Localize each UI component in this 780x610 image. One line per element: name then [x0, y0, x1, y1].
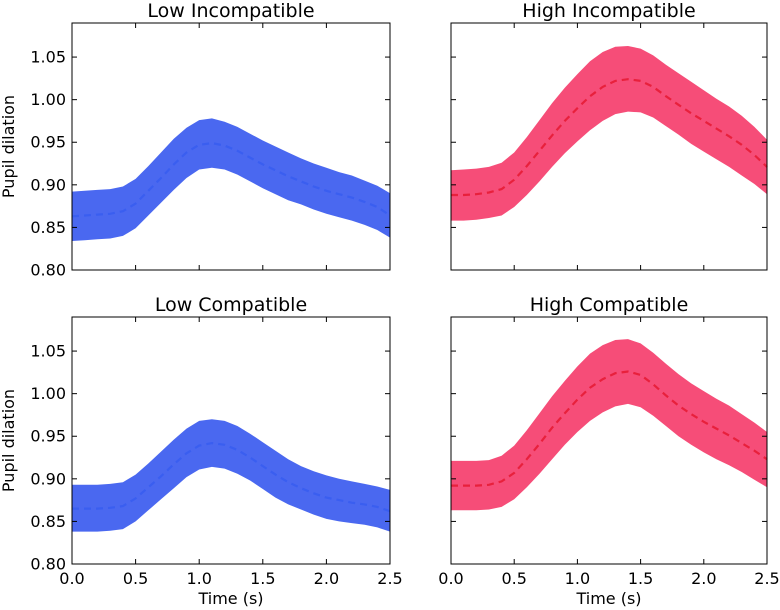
subplot-2: High Incompatible	[450, 0, 768, 271]
y-tick-label: 0.85	[30, 512, 66, 531]
x-tick-label: 2.0	[314, 569, 339, 588]
x-tick-label: 2.5	[377, 569, 402, 588]
x-tick-label: 1.0	[186, 569, 211, 588]
plot-frame	[450, 316, 768, 565]
y-tick-label: 1.00	[30, 90, 66, 109]
y-tick-label: 0.90	[30, 175, 66, 194]
x-tick-label: 2.5	[754, 569, 779, 588]
x-tick-label: 1.0	[565, 569, 590, 588]
x-axis-label: Time (s)	[197, 589, 263, 608]
y-tick-label: 0.95	[30, 427, 66, 446]
confidence-band	[72, 419, 390, 532]
y-tick-label: 0.95	[30, 133, 66, 152]
x-tick-label: 0.0	[59, 569, 84, 588]
mean-line	[451, 78, 768, 197]
y-axis-label: Pupil dilation	[0, 95, 18, 198]
subplot-title: High Compatible	[530, 294, 689, 316]
y-tick-label: 0.80	[30, 261, 66, 280]
subplot-title: Low Incompatible	[147, 0, 314, 22]
subplot-4: 0.0 0.5 1.0 1.5 2.0 2.5 High Compatible Time (s…	[438, 294, 779, 608]
x-tick-label: 1.5	[250, 569, 275, 588]
x-tick-label: 0.0	[438, 569, 463, 588]
plot-frame	[450, 22, 768, 271]
subplot-1: 0.80 0.85 0.90 0.95 1.00 1.05 Low Incompatible…	[0, 0, 391, 280]
mean-line	[72, 441, 391, 513]
mean-line	[451, 370, 768, 487]
x-tick-label: 0.5	[123, 569, 148, 588]
subplot-3: 0.0 0.5 1.0 1.5 2.0 2.5 0.80 0.85 0.90 0.95 1.00 1.…	[0, 294, 403, 608]
y-tick-label: 0.85	[30, 218, 66, 237]
confidence-band	[451, 339, 767, 511]
x-tick-label: 2.0	[691, 569, 716, 588]
y-tick-label: 0.80	[30, 555, 66, 574]
x-axis-label: Time (s)	[575, 589, 641, 608]
y-tick-label: 1.00	[30, 384, 66, 403]
subplot-title: Low Compatible	[155, 294, 307, 316]
plot-frame	[71, 316, 391, 565]
x-tick-label: 1.5	[628, 569, 653, 588]
y-tick-label: 0.90	[30, 469, 66, 488]
y-tick-label: 1.05	[30, 342, 66, 361]
plot-frame	[71, 22, 391, 271]
y-axis-label: Pupil dilation	[0, 389, 18, 492]
x-tick-label: 0.5	[501, 569, 526, 588]
mean-line	[71, 141, 391, 218]
subplot-title: High Incompatible	[522, 0, 695, 22]
y-tick-label: 1.05	[30, 48, 66, 67]
confidence-band	[451, 46, 767, 221]
confidence-band	[72, 118, 390, 241]
